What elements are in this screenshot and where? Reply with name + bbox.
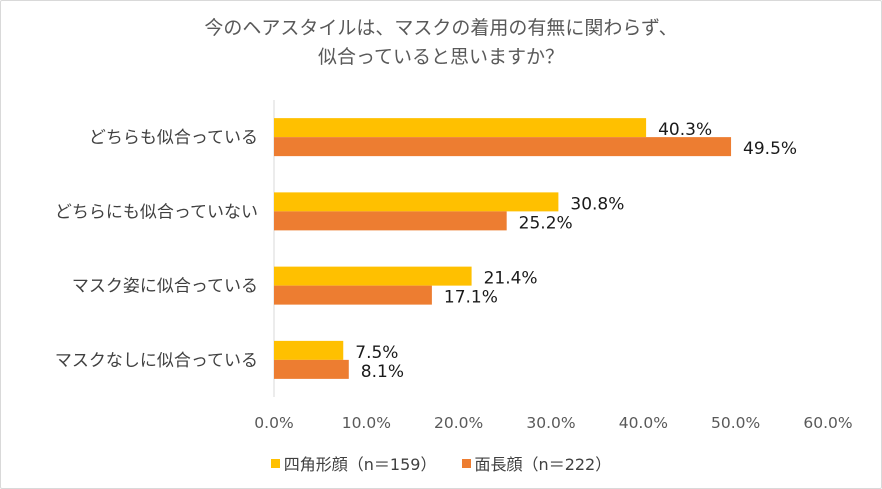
bar-series-2 [274,137,732,157]
legend-swatch-series-2 [461,458,471,468]
bar-series-1 [274,340,344,360]
x-tick-label: 10.0% [342,414,391,432]
bar-series-2 [274,285,432,305]
legend-item-series-1: 四角形顔（n＝159） [270,451,437,475]
data-label-series-2: 8.1% [361,362,404,382]
data-label-series-2: 17.1% [444,288,498,308]
category-label: マスクなしに似合っている [55,351,258,371]
data-label-series-1: 30.8% [570,194,624,214]
category-label: どちらも似合っている [89,128,258,148]
data-label-series-2: 49.5% [743,139,797,159]
legend: 四角形顔（n＝159） 面長顔（n＝222） [0,451,882,475]
x-tick-label: 60.0% [803,414,852,432]
chart-title-line-2: 似合っていると思いますか？ [317,46,565,68]
x-tick-label: 0.0% [254,414,293,432]
data-label-series-1: 40.3% [658,120,712,140]
chart-title: 今のヘアスタイルは、マスクの着用の有無に関わらず、 似合っていると思いますか？ [0,14,882,72]
chart-title-line-1: 今のヘアスタイルは、マスクの着用の有無に関わらず、 [204,17,678,39]
legend-label-series-1: 四角形顔（n＝159） [283,455,437,474]
category-label: どちらにも似合っていない [55,202,258,222]
legend-label-series-2: 面長顔（n＝222） [474,455,612,474]
bar-series-2 [274,359,349,379]
x-tick-label: 30.0% [526,414,575,432]
data-label-series-1: 7.5% [355,343,398,363]
x-tick-label: 20.0% [434,414,483,432]
x-tick-label: 40.0% [619,414,668,432]
category-label: マスク姿に似合っている [72,277,258,297]
bar-series-2 [274,211,507,231]
x-tick-label: 50.0% [711,414,760,432]
bar-series-1 [274,266,472,286]
legend-item-series-2: 面長顔（n＝222） [461,451,612,475]
data-label-series-2: 25.2% [519,213,573,233]
legend-swatch-series-1 [270,458,280,468]
bar-series-1 [274,118,647,138]
data-label-series-1: 21.4% [484,269,538,289]
bar-series-1 [274,192,559,212]
